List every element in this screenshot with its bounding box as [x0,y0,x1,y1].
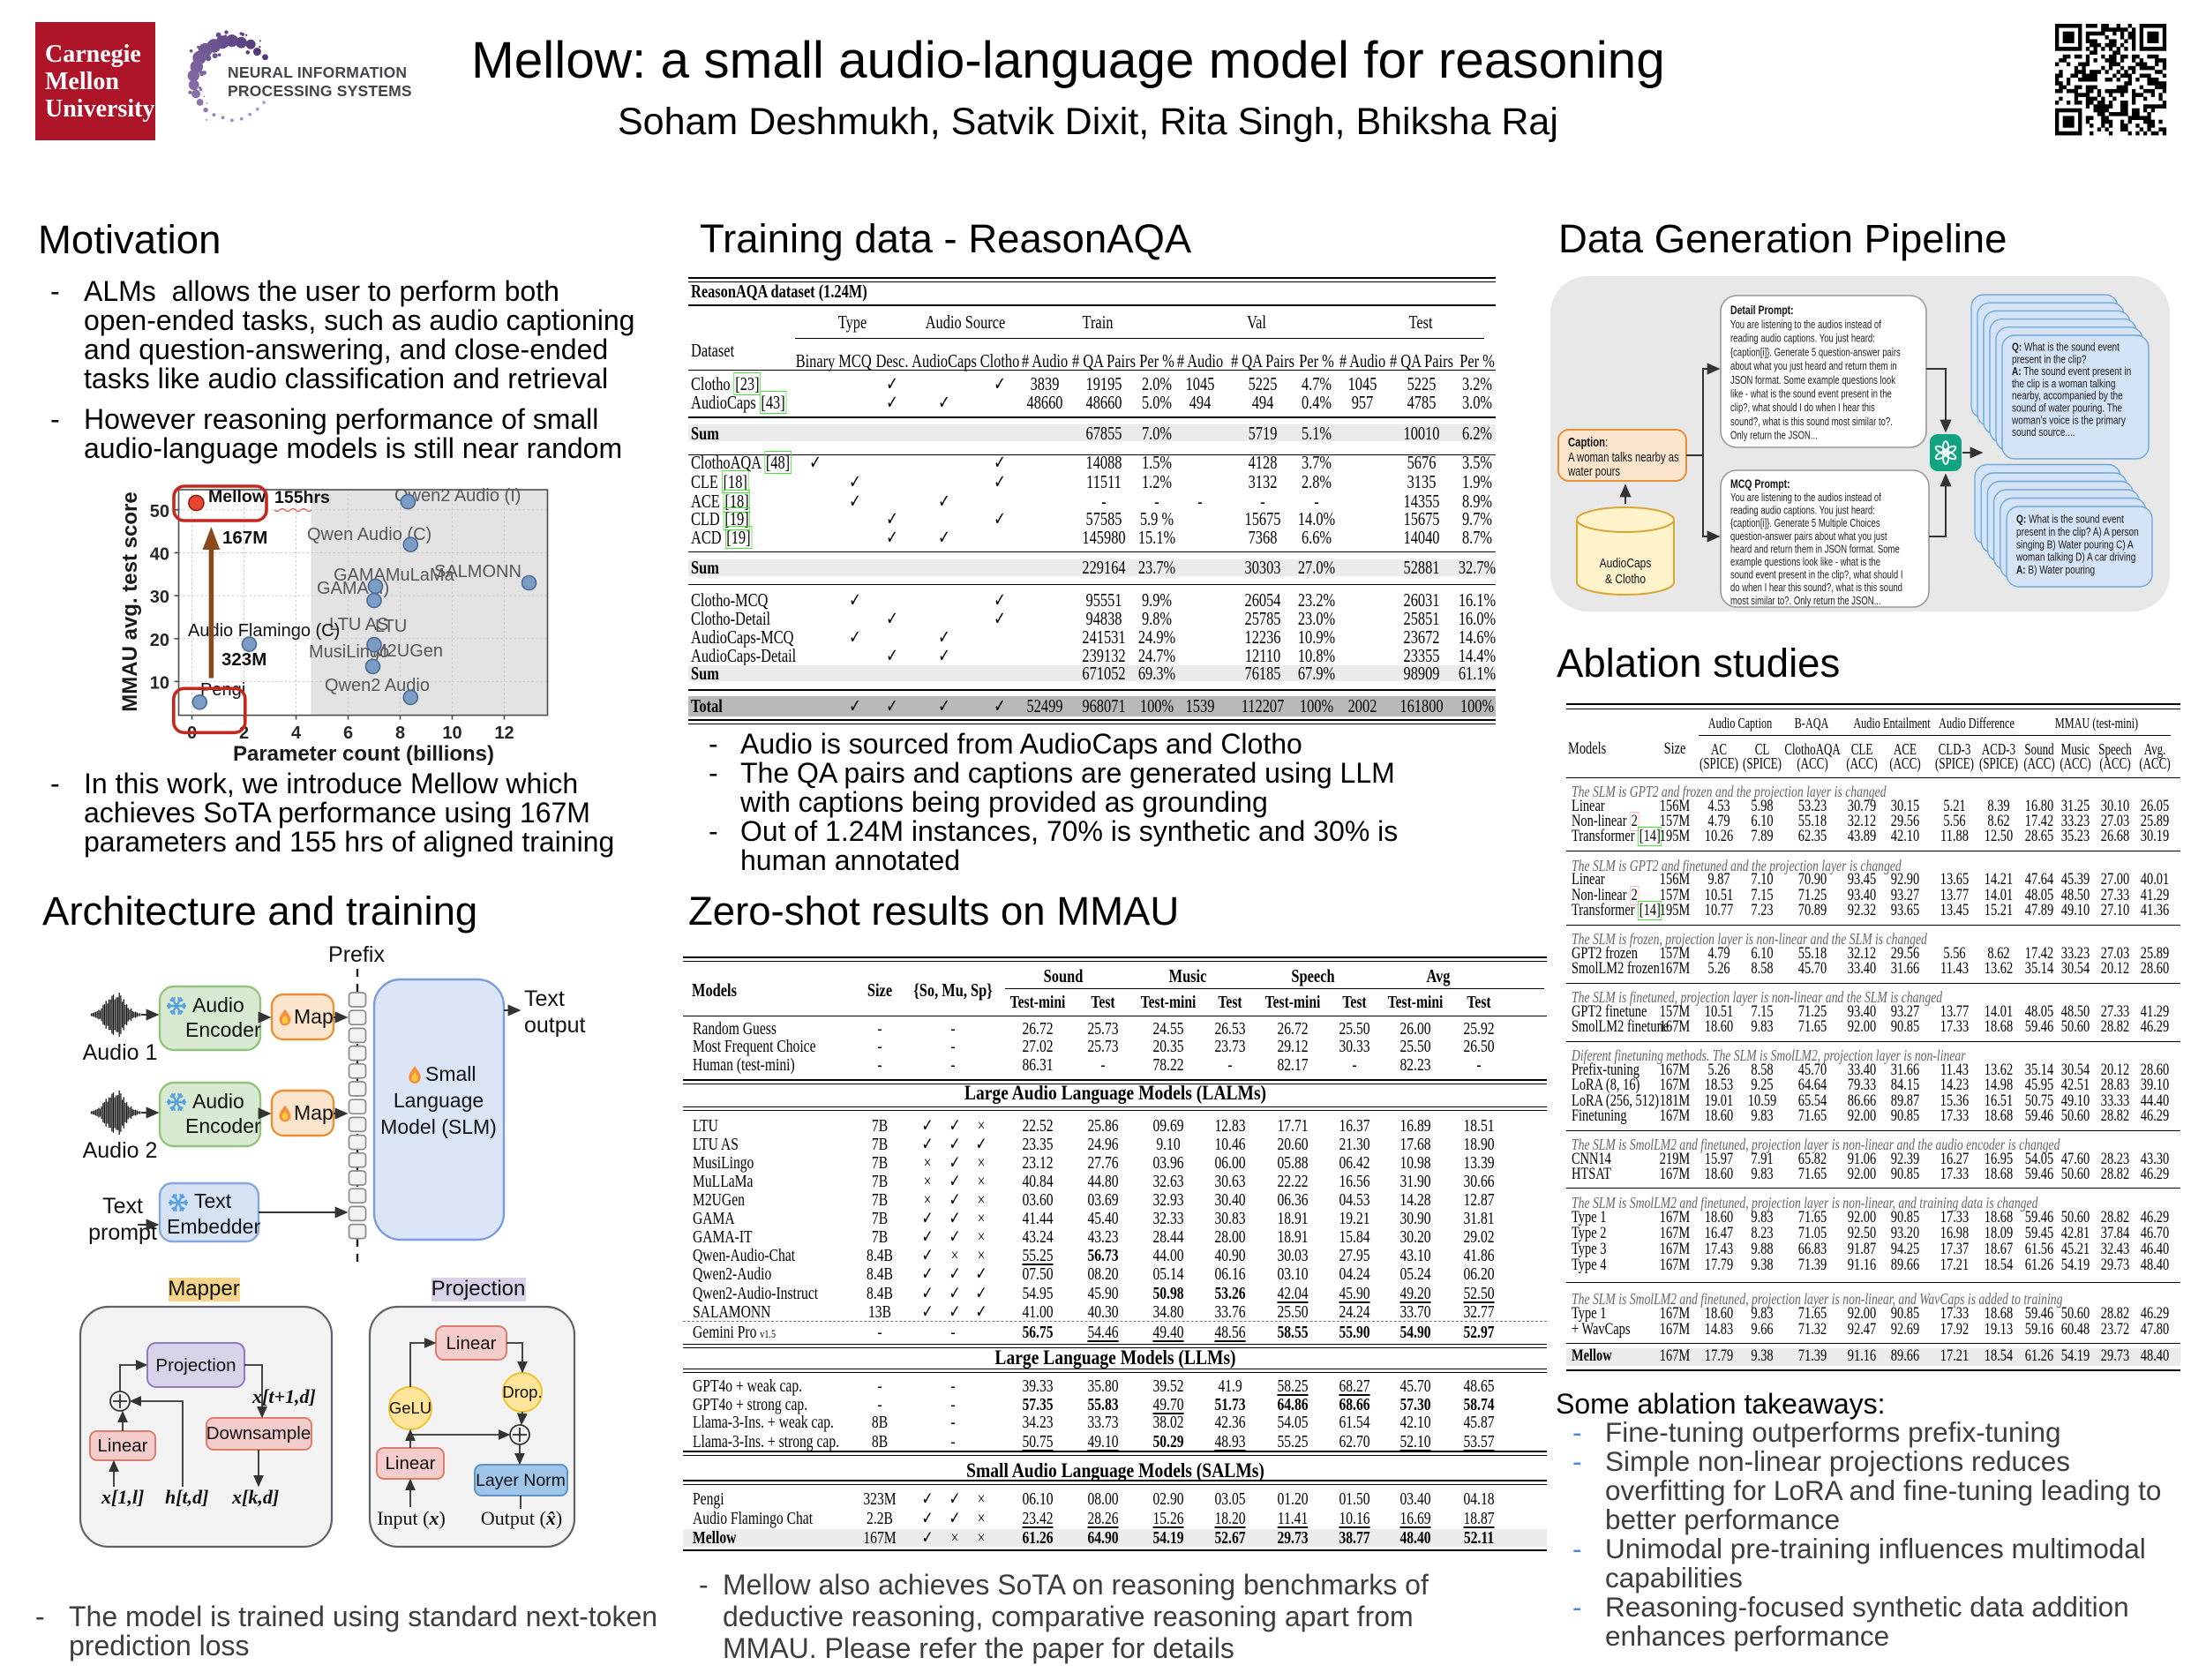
svg-text:Text: Text [194,1189,232,1212]
svg-text:Output (x̂): Output (x̂) [481,1507,562,1529]
svg-text:Qwen Audio (C): Qwen Audio (C) [307,525,431,544]
svg-text:Linear: Linear [98,1436,148,1456]
svg-text:You are listening to the audio: You are listening to the audios instead … [1730,319,1881,332]
svg-text:do when I hear this sound?, wh: do when I hear this sound?, what is this… [1730,582,1902,595]
svg-text:Layer Norm: Layer Norm [476,1471,566,1490]
svg-text:sound source....: sound source.... [2012,427,2075,439]
svg-text:20: 20 [150,631,169,650]
svg-text:8: 8 [395,724,405,743]
svg-text:4: 4 [291,724,302,743]
svg-text:6: 6 [343,724,353,743]
svg-text:clip?, what should I do when I: clip?, what should I do when I hear this [1730,402,1875,415]
svg-text:{caption[i]}. Generate 5 quest: {caption[i]}. Generate 5 question-answer… [1730,347,1901,359]
svg-text:Mapper: Mapper [168,1277,239,1301]
svg-text:the clip is a woman talking: the clip is a woman talking [2012,379,2115,390]
svg-text:sound of water pouring. The: sound of water pouring. The [2012,403,2122,415]
svg-text:reading audio captions. You ju: reading audio captions. You just heard: [1730,505,1875,517]
svg-text:Q: What is the sound event: Q: What is the sound event [2012,342,2120,354]
svg-text:2: 2 [239,724,249,743]
svg-text:sound?, what is this sound mos: sound?, what is this sound most similar … [1730,416,1893,429]
svg-text:Caption:: Caption: [1568,435,1608,450]
svg-text:Projection: Projection [155,1355,236,1376]
svg-text:water pours: water pours [1567,464,1620,479]
svg-text:A woman talks nearby as: A woman talks nearby as [1568,450,1679,465]
svg-text:present in the clip? A) A pers: present in the clip? A) A person [2016,527,2139,538]
svg-text:30: 30 [150,588,169,607]
svg-text:nearby, accompanied by the: nearby, accompanied by the [2012,391,2123,402]
svg-text:Audio 1: Audio 1 [83,1040,158,1065]
svg-text:LTU AS: LTU AS [329,615,388,634]
svg-text:Qwen2 Audio: Qwen2 Audio [325,676,430,695]
svg-text:Q: What is the sound event: Q: What is the sound event [2016,514,2125,526]
svg-text:Audio Flamingo (C): Audio Flamingo (C) [188,621,340,641]
svg-text:50: 50 [150,502,169,521]
svg-text:Qwen2 Audio (I): Qwen2 Audio (I) [394,486,521,506]
svg-text:Encoder: Encoder [185,1018,261,1041]
svg-text:singing B) Water pouring C) A: singing B) Water pouring C) A [2016,539,2134,551]
svg-text:Mellow: Mellow [208,487,266,506]
svg-text:Map: Map [294,1101,334,1124]
svg-text:A: B) Water pouring: A: B) Water pouring [2016,565,2095,576]
svg-text:Linear: Linear [386,1453,436,1474]
svg-text:MMAU avg. test score: MMAU avg. test score [118,491,142,711]
svg-text:{caption[i]}. Generate 5 Multi: {caption[i]}. Generate 5 Multiple Choice… [1730,518,1880,530]
svg-text:Parameter count (billions): Parameter count (billions) [233,742,494,766]
svg-text:Text: Text [524,986,565,1011]
svg-text:present in the clip?: present in the clip? [2012,354,2086,365]
svg-text:Linear: Linear [446,1333,497,1354]
svg-text:h[t,d]: h[t,d] [165,1486,209,1508]
svg-text:Small: Small [425,1062,476,1085]
svg-text:Encoder: Encoder [185,1114,261,1137]
svg-text:SALMONN: SALMONN [434,562,521,581]
svg-text:most similar to?. Only return: most similar to?. Only return the JSON..… [1730,595,1881,607]
svg-text:MCQ Prompt:: MCQ Prompt: [1730,477,1790,491]
svg-text:155hrs: 155hrs [274,488,330,507]
svg-text:Text: Text [102,1194,143,1219]
svg-text:323M: 323M [221,649,266,670]
svg-text:x[k,d]: x[k,d] [231,1486,279,1508]
svg-text:M2UGen: M2UGen [372,641,443,661]
svg-text:Projection: Projection [431,1277,526,1301]
svg-text:sound event present in the cli: sound event present in the clip?, what s… [1730,569,1902,581]
svg-text:reading audio captions. You ju: reading audio captions. You just heard: [1730,333,1875,345]
svg-text:Embedder: Embedder [167,1215,260,1238]
svg-text:10: 10 [150,673,169,693]
svg-text:You are listening to the audio: You are listening to the audios instead … [1730,492,1881,505]
svg-text:about what you just heard and: about what you just heard and return the… [1730,361,1897,373]
svg-text:x[t+1,d]: x[t+1,d] [251,1385,316,1407]
svg-text:output: output [524,1013,586,1038]
svg-text:woman talking D) A car driving: woman talking D) A car driving [2015,552,2135,564]
svg-text:Audio: Audio [192,994,244,1016]
svg-text:Map: Map [294,1005,334,1028]
svg-text:GAMAMuLaMa: GAMAMuLaMa [334,566,455,585]
svg-text:Model (SLM): Model (SLM) [380,1115,497,1138]
svg-text:Language: Language [394,1089,484,1112]
svg-text:Downsample: Downsample [206,1423,311,1444]
svg-text:like - what is the sound event: like - what is the sound event present i… [1730,388,1892,401]
svg-text:A: The sound event present in: A: The sound event present in [2012,366,2131,378]
svg-text:GeLU: GeLU [389,1399,431,1417]
svg-text:Audio 2: Audio 2 [83,1138,158,1163]
svg-text:Drop.: Drop. [502,1383,542,1401]
svg-text:10: 10 [442,724,461,743]
svg-text:12: 12 [494,724,514,743]
svg-text:x[1,l]: x[1,l] [101,1486,144,1508]
svg-text:Prefix: Prefix [328,942,385,967]
svg-text:& Clotho: & Clotho [1605,572,1646,587]
svg-text:JSON format. Some example ques: JSON format. Some example questions look [1730,374,1895,386]
svg-text:example questions look like -: example questions look like - what is th… [1730,557,1880,569]
svg-text:LTU: LTU [375,617,407,636]
svg-text:40: 40 [150,545,169,565]
svg-text:167M: 167M [222,528,267,548]
svg-text:Only return the JSON...: Only return the JSON... [1730,430,1818,442]
svg-text:woman's voice is the primary: woman's voice is the primary [2011,415,2126,426]
svg-text:Input (x): Input (x) [377,1507,446,1529]
svg-text:heard and return them in JSON: heard and return them in JSON format. So… [1730,544,1900,556]
svg-text:AudioCaps: AudioCaps [1600,556,1652,571]
svg-text:Audio: Audio [192,1090,244,1113]
svg-text:question-answer pairs about wh: question-answer pairs about what you jus… [1730,530,1887,543]
svg-text:Detail Prompt:: Detail Prompt: [1730,304,1794,318]
